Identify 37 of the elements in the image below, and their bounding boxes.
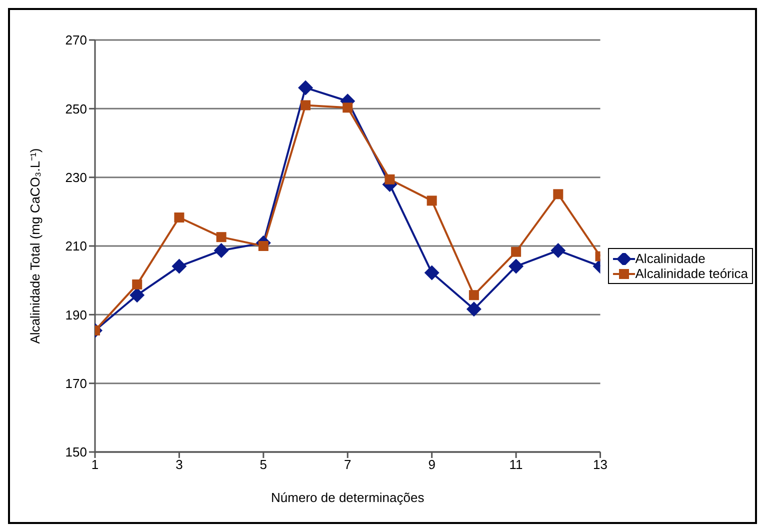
x-tick-label: 3 <box>176 457 183 472</box>
y-tick-label: 230 <box>65 170 87 185</box>
point <box>424 265 440 280</box>
x-tick-label: 1 <box>91 457 99 472</box>
y-tick-label: 150 <box>65 444 87 460</box>
legend-label: Alcalinidade <box>635 251 706 266</box>
point <box>216 232 226 242</box>
point <box>342 102 353 113</box>
point <box>300 100 311 110</box>
x-tick-label: 9 <box>428 457 436 472</box>
point <box>511 246 522 257</box>
x-axis-title: Número de determinações <box>271 490 425 505</box>
point <box>553 189 564 200</box>
point <box>172 258 187 274</box>
point <box>426 196 437 206</box>
y-axis-title: Alcalinidade Total (mg CaCO₃.L⁻¹) <box>28 148 43 344</box>
point <box>384 174 395 184</box>
point <box>258 241 268 251</box>
y-tick-label: 170 <box>65 376 87 391</box>
y-tick-label: 270 <box>65 32 87 48</box>
point <box>132 279 142 290</box>
y-tick-label: 190 <box>65 307 87 322</box>
point <box>214 242 229 258</box>
x-tick-label: 13 <box>593 457 608 472</box>
x-tick-label: 5 <box>260 457 268 472</box>
legend-label: Alcalinidade teórica <box>635 266 748 281</box>
point <box>508 258 524 274</box>
point <box>130 288 145 303</box>
x-tick-label: 11 <box>509 457 523 472</box>
y-tick-label: 250 <box>65 101 87 116</box>
y-tick-label: 210 <box>65 238 87 254</box>
point <box>298 80 314 96</box>
point <box>466 302 482 317</box>
point <box>468 290 479 300</box>
point <box>550 242 566 258</box>
point <box>174 212 184 223</box>
x-tick-label: 7 <box>344 457 352 472</box>
